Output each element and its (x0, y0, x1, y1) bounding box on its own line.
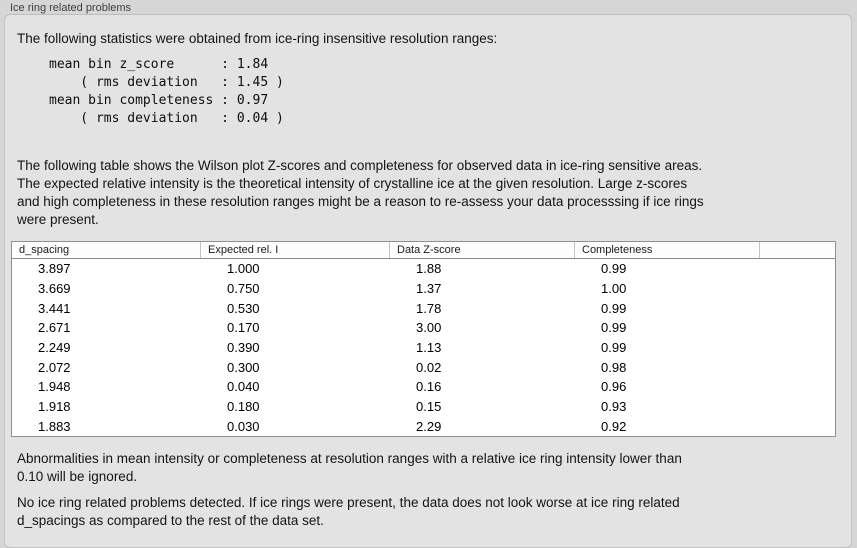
table-cell: 0.300 (227, 359, 260, 375)
table-cell: 2.249 (38, 340, 71, 356)
table-cell: 0.93 (601, 399, 627, 415)
table-row[interactable]: 3.897 1.000 1.88 0.99 (12, 259, 835, 279)
ice-ring-group-panel: The following statistics were obtained f… (4, 14, 852, 548)
table-row[interactable]: 3.669 0.750 1.37 1.00 (12, 279, 835, 299)
description-text: The following table shows the Wilson plo… (17, 158, 704, 227)
table-cell: 0.99 (601, 261, 627, 277)
table-cell: 1.883 (38, 418, 71, 434)
table-cell: 0.180 (227, 399, 260, 415)
table-row[interactable]: 1.883 0.030 2.29 0.92 (12, 417, 835, 437)
table-cell: 0.99 (601, 300, 627, 316)
table-cell: 3.441 (38, 300, 71, 316)
table-cell: 1.78 (416, 300, 442, 316)
table-cell: 1.000 (227, 261, 260, 277)
table-cell: 1.918 (38, 399, 71, 415)
table-row[interactable]: 2.249 0.390 1.13 0.99 (12, 338, 835, 358)
table-cell: 0.030 (227, 418, 260, 434)
group-box-label: Ice ring related problems (10, 2, 132, 14)
table-row[interactable]: 1.918 0.180 0.15 0.93 (12, 397, 835, 417)
table-cell: 0.040 (227, 379, 260, 395)
intro-text: The following statistics were obtained f… (17, 31, 498, 46)
table-cell: 0.15 (416, 399, 442, 415)
table-cell: 3.00 (416, 320, 442, 336)
table-cell: 1.00 (601, 281, 627, 297)
table-cell: 0.170 (227, 320, 260, 336)
table-cell: 0.390 (227, 340, 260, 356)
table-row[interactable]: 1.948 0.040 0.16 0.96 (12, 377, 835, 397)
table-cell: 0.16 (416, 379, 442, 395)
table-cell: 0.99 (601, 340, 627, 356)
table-cell: 3.897 (38, 261, 71, 277)
table-cell: 0.02 (416, 359, 442, 375)
table-cell: 1.13 (416, 340, 442, 356)
column-header-data-z-score[interactable]: Data Z-score (390, 242, 575, 258)
table-cell: 1.948 (38, 379, 71, 395)
table-cell: 2.29 (416, 418, 442, 434)
stats-block: mean bin z_score : 1.84 ( rms deviation … (49, 57, 284, 126)
table-row[interactable]: 3.441 0.530 1.78 0.99 (12, 298, 835, 318)
table-cell: 0.530 (227, 300, 260, 316)
ice-ring-table: d_spacing Expected rel. I Data Z-score Comp… (11, 241, 836, 438)
table-row[interactable]: 2.671 0.170 3.00 0.99 (12, 318, 835, 338)
ignore-note-text: Abnormalities in mean intensity or compl… (17, 451, 682, 485)
table-body: 3.897 1.000 1.88 0.99 3.669 0.750 1.37 1.00 3.44… (12, 259, 835, 436)
conclusion-text: No ice ring related problems detected. I… (17, 495, 680, 529)
table-header-row: d_spacing Expected rel. I Data Z-score Comp… (12, 242, 835, 259)
table-cell: 0.99 (601, 320, 627, 336)
column-header-spacer[interactable] (760, 242, 835, 258)
table-cell: 1.88 (416, 261, 442, 277)
column-header-expected-rel-i[interactable]: Expected rel. I (201, 242, 390, 258)
table-cell: 2.072 (38, 359, 71, 375)
table-cell: 3.669 (38, 281, 71, 297)
table-cell: 0.750 (227, 281, 260, 297)
column-header-completeness[interactable]: Completeness (575, 242, 760, 258)
table-cell: 0.92 (601, 418, 627, 434)
table-cell: 2.671 (38, 320, 71, 336)
table-cell: 0.96 (601, 379, 627, 395)
column-header-d-spacing[interactable]: d_spacing (12, 242, 201, 258)
table-cell: 1.37 (416, 281, 442, 297)
table-cell: 0.98 (601, 359, 627, 375)
table-row[interactable]: 2.072 0.300 0.02 0.98 (12, 357, 835, 377)
